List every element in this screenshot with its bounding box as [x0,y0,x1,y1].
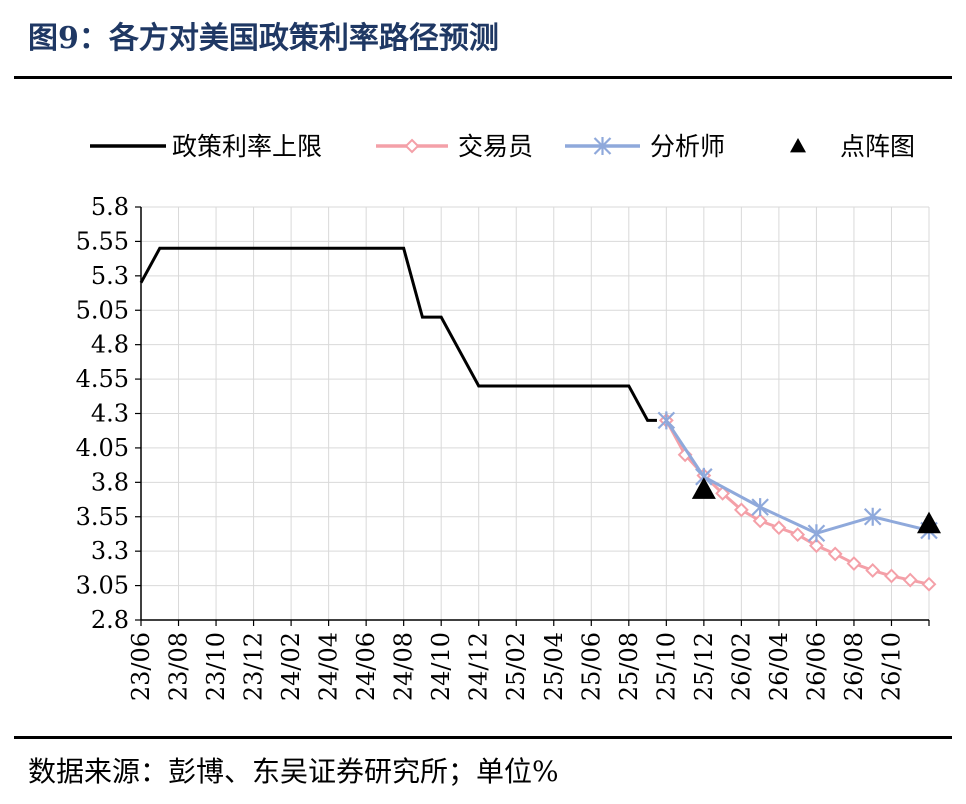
trader-point [884,568,899,584]
x-tick-label: 24/06 [352,632,380,701]
y-tick-label: 2.8 [91,606,129,634]
legend-diamond-icon [404,138,420,154]
trader-point [921,576,937,592]
legend: 政策利率上限 交易员 分析师 点阵图 [90,132,915,161]
grid-lines [141,206,930,620]
x-tick-label: 26/10 [877,632,905,701]
x-tick-label: 25/08 [615,632,643,701]
y-tick-label: 3.55 [76,503,129,531]
x-tick-label: 26/08 [840,632,868,701]
y-tick-label: 5.8 [91,193,129,221]
x-tick-label: 25/06 [577,632,605,701]
trader-point [902,572,918,588]
x-tick-label: 24/04 [315,632,343,701]
legend-label: 政策利率上限 [172,132,322,161]
series-layer [139,246,941,592]
x-tick-label: 23/12 [240,632,268,701]
trader-point [790,527,806,543]
y-tick-label: 5.05 [76,296,129,324]
y-tick-label: 3.3 [91,537,129,565]
y-tick-label: 5.3 [91,262,129,290]
x-tick-label: 26/02 [727,632,755,701]
trader-point [865,563,881,578]
y-tick-label: 4.05 [76,434,129,462]
series-0 [139,246,657,422]
x-tick-label: 23/08 [165,632,193,701]
y-tick-label: 4.55 [76,365,129,393]
x-tick-label: 25/12 [690,632,718,701]
analyst-point [863,507,882,526]
trader-point [827,546,843,562]
legend-item-0: 政策利率上限 [90,132,322,161]
series-2 [657,411,938,543]
source-rule [14,736,952,739]
legend-star-icon [593,137,612,155]
x-tick-label: 25/04 [540,632,568,701]
y-tick-label: 4.8 [91,331,129,359]
series-line [139,246,657,422]
series-1 [658,412,937,592]
dot-plot-point [691,477,716,499]
legend-label: 分析师 [650,132,725,161]
source-note: 数据来源：彭博、东吴证券研究所；单位% [28,755,559,788]
x-tick-label: 26/04 [765,632,793,701]
legend-item-2: 分析师 [565,132,725,161]
series-line [665,419,930,535]
x-tick-label: 25/02 [502,632,530,701]
x-tick-label: 24/10 [427,632,455,701]
axes [135,206,930,626]
y-tick-labels: 5.8 5.55 5.3 5.05 4.8 4.55 4.3 4.05 3.8 3.55 3.3 3.… [76,193,129,634]
x-tick-label: 23/10 [202,632,230,701]
x-tick-label: 23/06 [127,632,155,701]
title-rule [14,76,952,79]
x-tick-label: 24/08 [390,632,418,701]
x-tick-label: 25/10 [652,632,680,701]
y-tick-label: 3.05 [76,572,129,600]
analyst-point [751,498,769,517]
legend-label: 点阵图 [840,132,915,161]
y-tick-label: 3.8 [91,468,129,496]
legend-item-3: 点阵图 [790,132,915,161]
legend-triangle-icon [790,138,806,153]
legend-label: 交易员 [458,132,533,161]
analyst-point [657,411,676,430]
dot-plot-point [917,511,941,534]
x-tick-labels: 23/06 23/08 23/10 23/12 24/02 24/04 24/06 24/08… [127,632,905,701]
figure-title: 图9：各方对美国政策利率路径预测 [28,21,499,56]
trader-point [846,556,862,571]
legend-item-1: 交易员 [376,132,533,161]
trader-point [809,538,824,554]
x-tick-label: 24/02 [277,632,305,701]
analyst-point [807,524,826,543]
trader-point [752,513,768,529]
y-tick-label: 4.3 [91,400,129,428]
series-3 [691,477,941,534]
trader-point [771,520,787,536]
trader-point [733,502,749,518]
series-line [665,419,930,586]
x-tick-label: 26/06 [802,632,830,701]
x-tick-label: 24/12 [465,632,493,701]
trader-point [715,485,731,501]
y-tick-label: 5.55 [76,227,129,255]
